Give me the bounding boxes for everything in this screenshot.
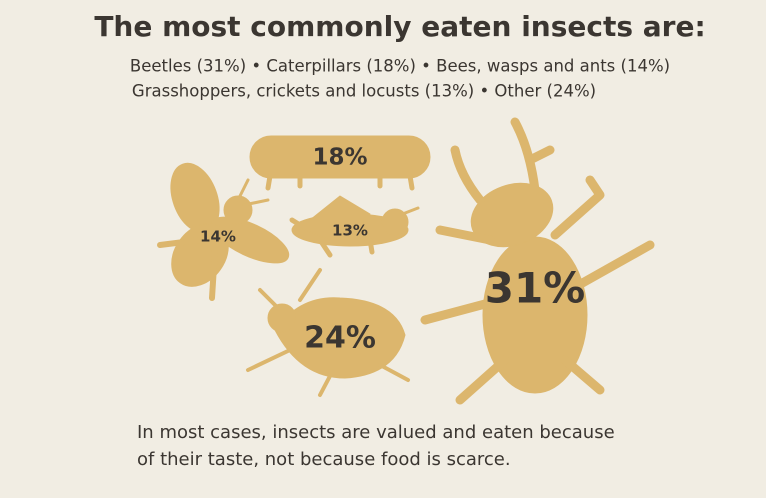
- insect-share: 31%: [485, 264, 586, 313]
- beetle-silhouette: [420, 117, 655, 405]
- caterpillar-silhouette: [249, 135, 431, 191]
- grasshopper-silhouette: [289, 195, 420, 258]
- insect-share: 14%: [200, 228, 236, 246]
- footer-line: In most cases, insects are valued and ea…: [137, 422, 615, 443]
- bee-silhouette: [157, 162, 290, 301]
- subtitle-line: Grasshoppers, crickets and locusts (13%)…: [132, 82, 596, 101]
- insect-share: 24%: [304, 321, 376, 356]
- footer-line: of their taste, not because food is scar…: [137, 449, 511, 470]
- subtitle-line: Beetles (31%) • Caterpillars (18%) • Bee…: [130, 57, 670, 76]
- stink-bug-silhouette: [246, 268, 410, 397]
- insect-share: 13%: [332, 222, 368, 240]
- insect-share: 18%: [312, 145, 367, 171]
- title: The most commonly eaten insects are:: [94, 10, 705, 43]
